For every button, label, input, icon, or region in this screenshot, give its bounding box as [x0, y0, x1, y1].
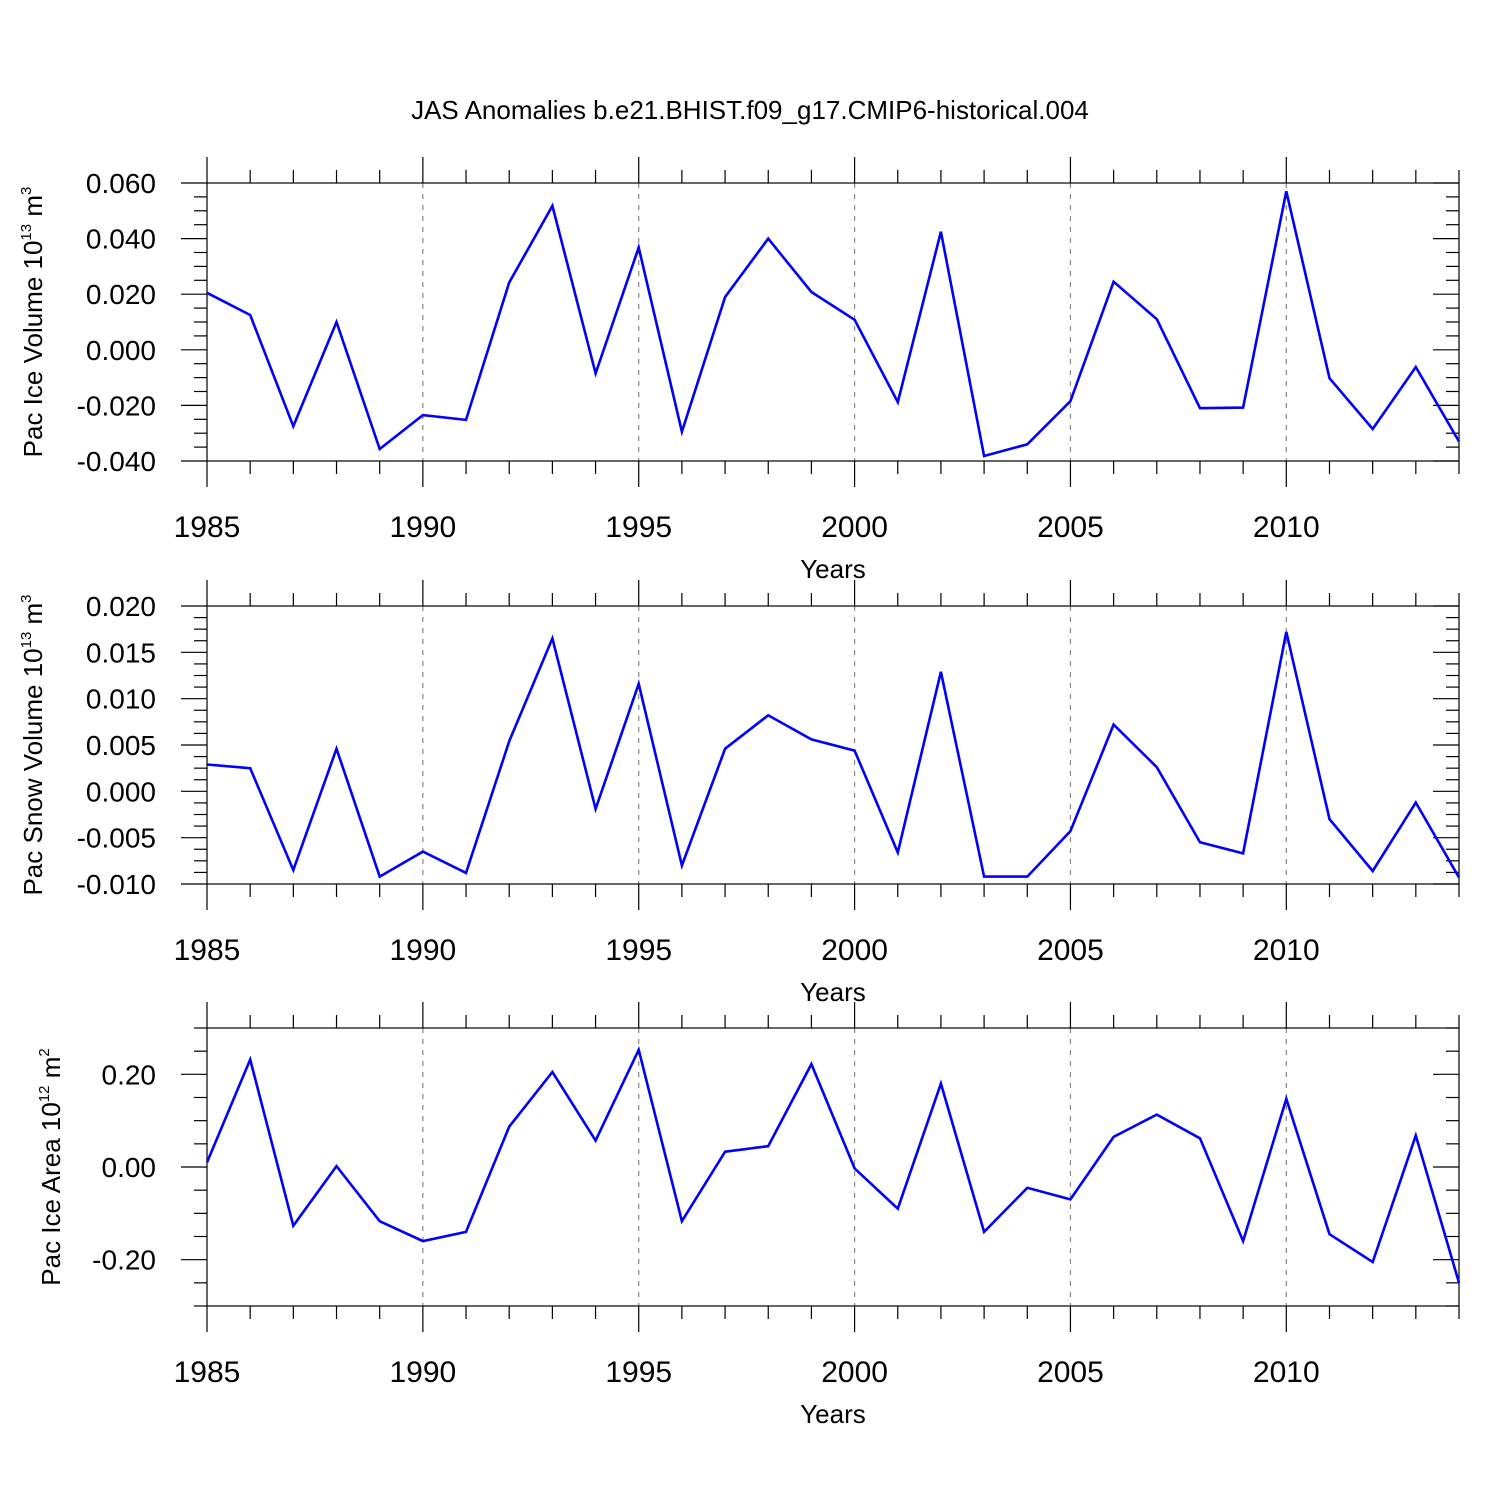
x-tick-label: 1995: [605, 934, 672, 967]
y-tick-label: -0.020: [77, 390, 156, 421]
panel-2: -0.010 -0.005 0.000 0.005 0.010 0.015 0.020 198…: [18, 580, 1461, 1007]
y-axis-label-superscript: 13: [18, 632, 35, 649]
y-tick-label: 0.020: [86, 279, 156, 310]
y-axis-label-superscript: 12: [36, 1085, 53, 1102]
panel-1: -0.040 -0.020 0.000 0.020 0.040 0.060 1985 1990…: [18, 157, 1461, 584]
y-tick-label: 0.00: [102, 1152, 157, 1183]
y-axis-label-part: Pac Ice Area 10: [36, 1102, 66, 1286]
y-tick-label: 0.060: [86, 168, 156, 199]
panel-3: -0.20 0.00 0.20 1985 1990 1995 2000 2005 2010 Yea…: [36, 1002, 1461, 1429]
x-tick-label: 2000: [821, 511, 888, 544]
y-tick-label: 0.020: [86, 591, 156, 622]
x-tick-label: 1985: [174, 1356, 241, 1389]
series-line: [206, 631, 1461, 879]
y-axis-label: Pac Snow Volume 1013 m3: [18, 594, 48, 895]
y-tick-label: -0.010: [77, 869, 156, 900]
y-axis-label-part: Pac Ice Volume 10: [18, 241, 48, 458]
y-axis-label-part: m: [18, 603, 48, 632]
x-tick-label: 2005: [1037, 1356, 1104, 1389]
x-tick-label: 2000: [821, 934, 888, 967]
x-tick-label: 1985: [174, 511, 241, 544]
y-tick-label: -0.040: [77, 446, 156, 477]
x-tick-label: 1995: [605, 511, 672, 544]
y-axis-label-part: m: [36, 1057, 66, 1086]
y-tick-label: 0.010: [86, 684, 156, 715]
x-tick-label: 2010: [1253, 934, 1320, 967]
y-axis-label: Pac Ice Volume 1013 m3: [18, 187, 48, 458]
y-tick-label: 0.040: [86, 224, 156, 255]
y-axis-label: Pac Ice Area 1012 m2: [36, 1048, 66, 1285]
y-axis-label-part: Pac Snow Volume 10: [18, 648, 48, 895]
y-tick-label: 0.015: [86, 637, 156, 668]
series-line: [205, 1045, 1461, 1284]
x-tick-label: 2000: [821, 1356, 888, 1389]
x-tick-label: 1990: [389, 934, 456, 967]
y-tick-label: -0.20: [92, 1245, 156, 1276]
series-line: [206, 191, 1461, 458]
x-axis-label: Years: [800, 977, 866, 1007]
x-tick-label: 2010: [1253, 1356, 1320, 1389]
y-axis-label-superscript: 13: [18, 224, 35, 241]
y-axis-label-superscript: 3: [18, 187, 35, 195]
x-tick-label: 2005: [1037, 511, 1104, 544]
x-tick-label: 1990: [389, 511, 456, 544]
x-tick-label: 1995: [605, 1356, 672, 1389]
y-axis-label-superscript: 3: [18, 594, 35, 602]
y-tick-label: 0.000: [86, 335, 156, 366]
plot-frame: [206, 1027, 1460, 1307]
x-tick-label: 1985: [174, 934, 241, 967]
y-axis-label-superscript: 2: [36, 1048, 53, 1056]
y-axis-label-part: m: [18, 195, 48, 224]
x-tick-label: 1990: [389, 1356, 456, 1389]
x-axis-label: Years: [800, 554, 866, 584]
x-tick-label: 2005: [1037, 934, 1104, 967]
figure-title: JAS Anomalies b.e21.BHIST.f09_g17.CMIP6-…: [411, 95, 1089, 125]
plot-frame: [206, 182, 1460, 462]
x-tick-label: 2010: [1253, 511, 1320, 544]
y-tick-label: 0.000: [86, 776, 156, 807]
y-tick-label: -0.005: [77, 823, 156, 854]
x-axis-label: Years: [800, 1399, 866, 1429]
y-tick-label: 0.20: [102, 1059, 157, 1090]
y-tick-label: 0.005: [86, 730, 156, 761]
